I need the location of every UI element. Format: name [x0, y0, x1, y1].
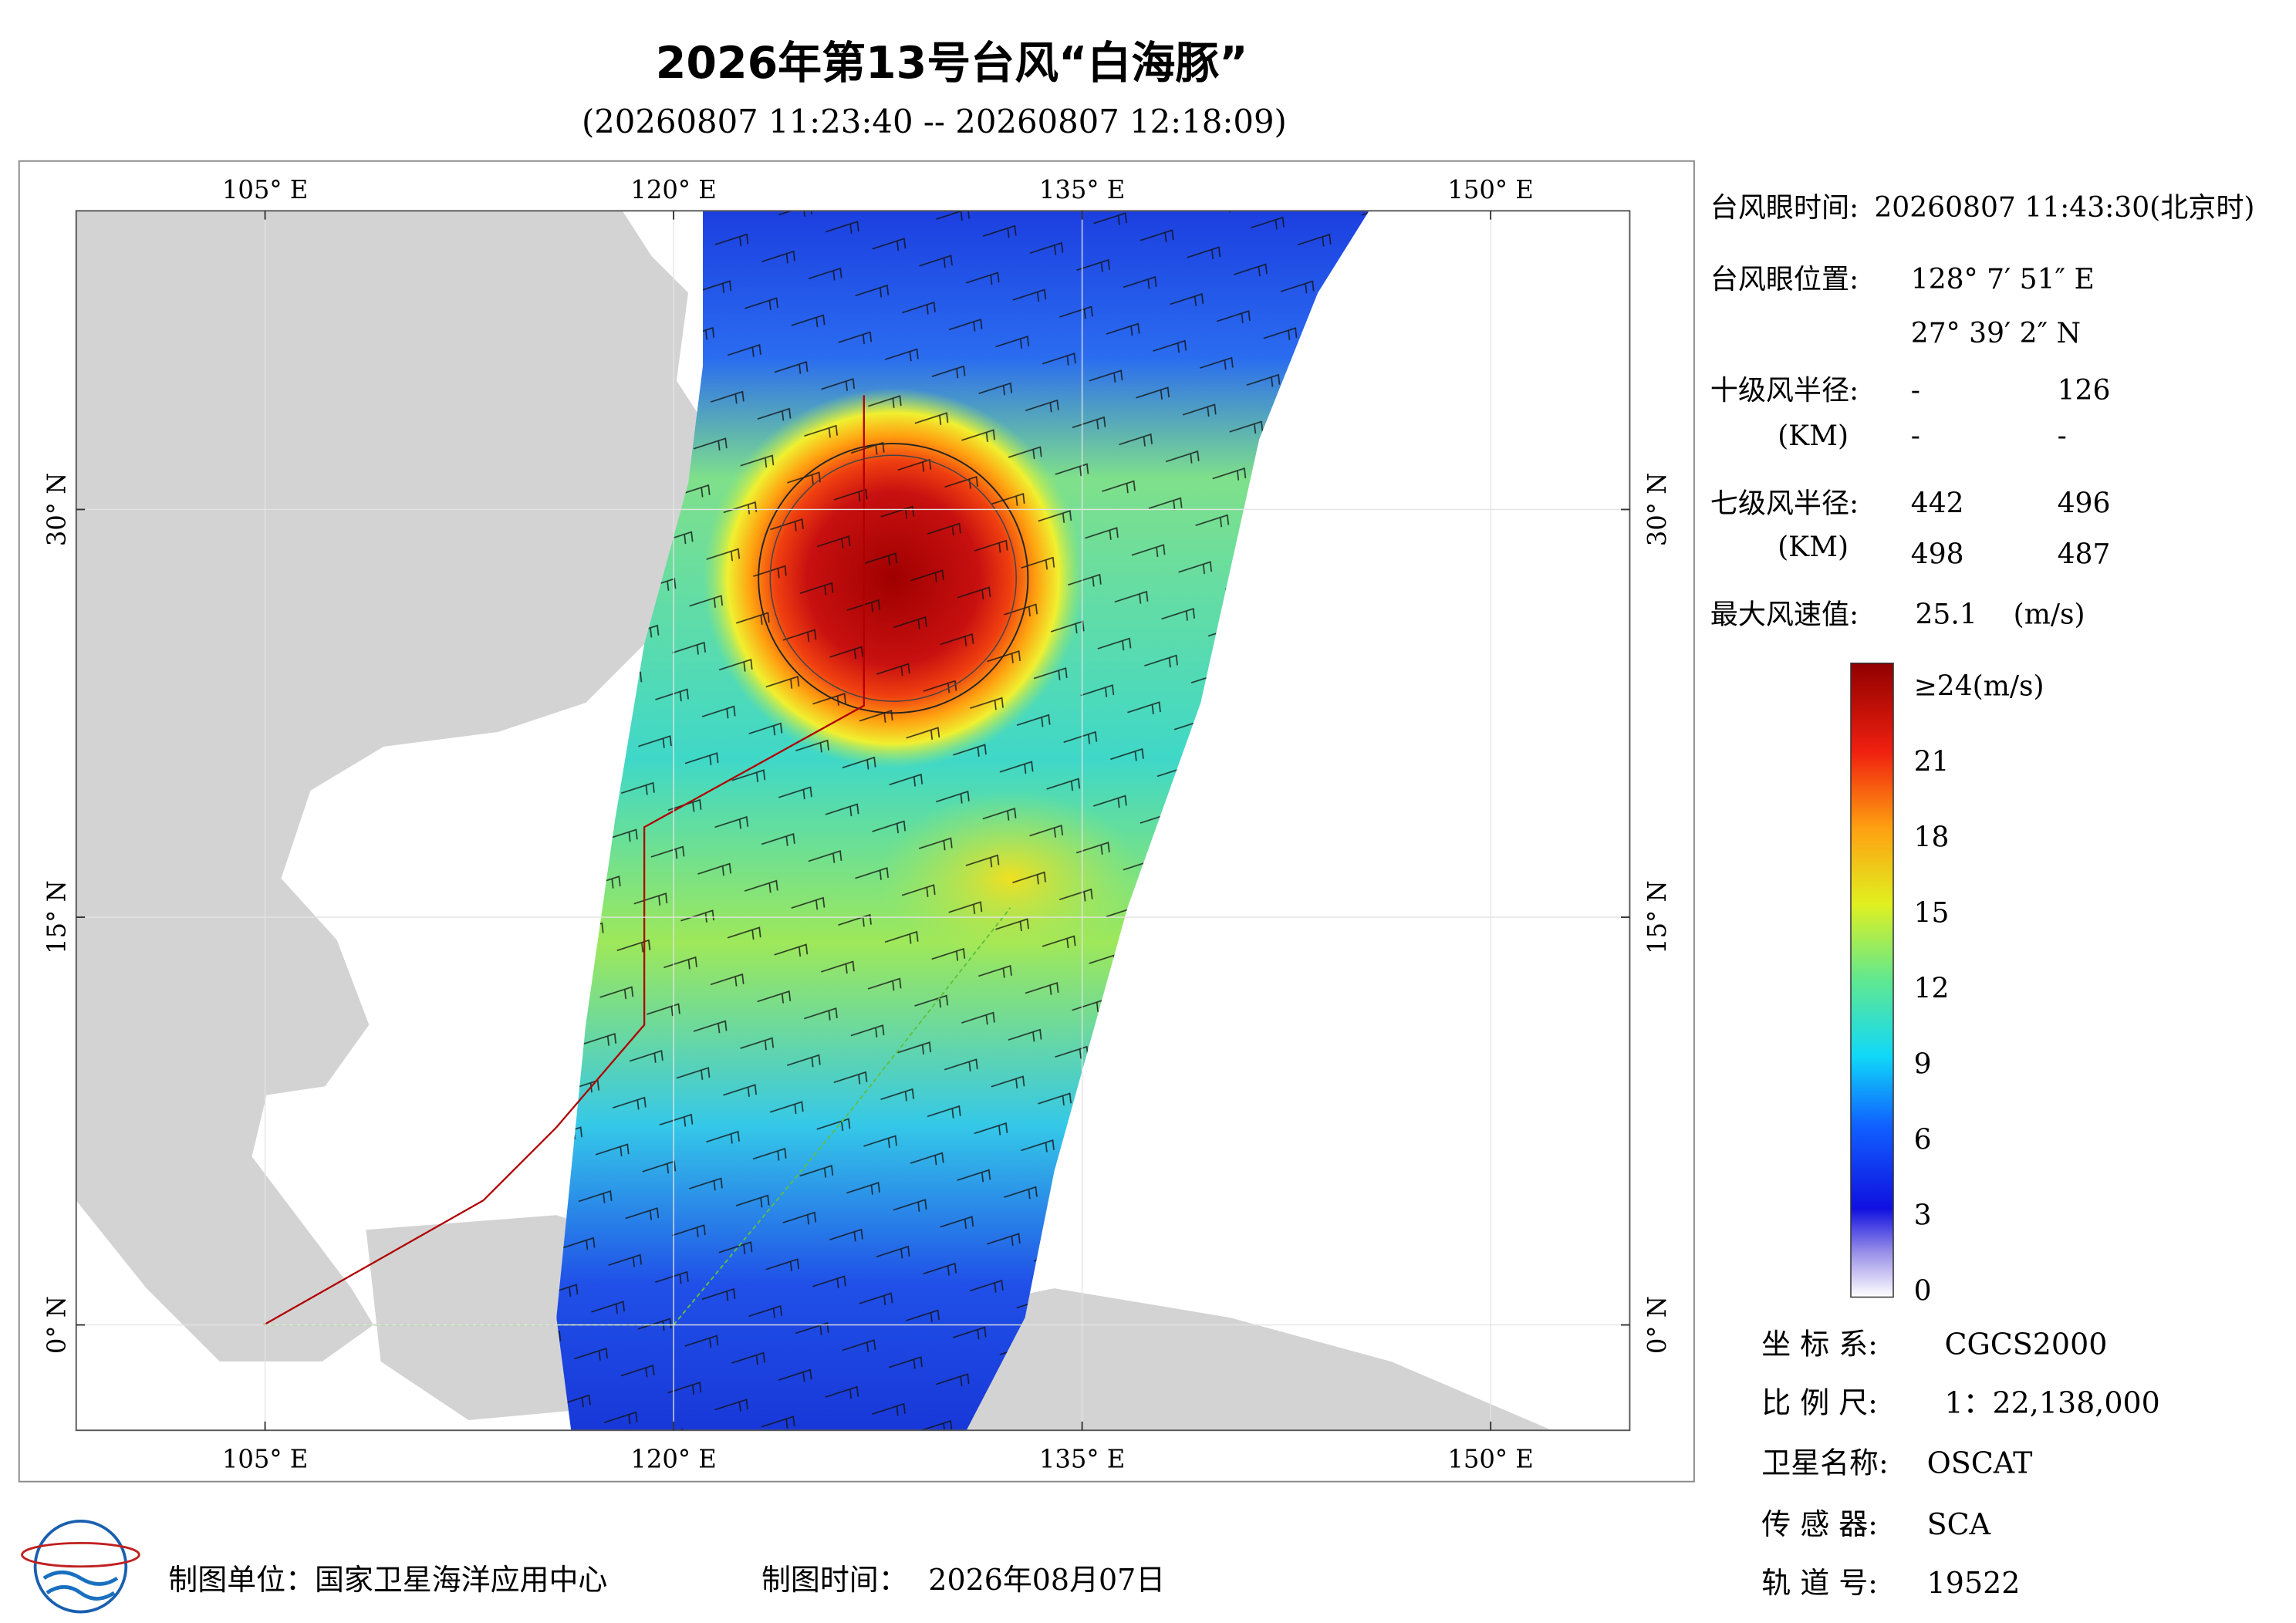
time: 2026年08月07日 [928, 1563, 1165, 1597]
lon-label: 120° E [630, 1445, 716, 1474]
colorbar-label: 0 [1914, 1274, 1932, 1307]
max-wind-unit: (m/s) [2014, 599, 2085, 631]
colorbar-label: ≥24(m/s) [1914, 670, 2044, 703]
lon-label: 150° E [1447, 175, 1533, 204]
logo [21, 1520, 140, 1614]
lon-label: 135° E [1039, 1445, 1125, 1474]
wind-radius-circle [758, 443, 1029, 714]
info-panel: 台风眼时间: 20260807 11:43:30(北京时) 台风眼位置: 128… [1710, 191, 2255, 631]
eye-time: 20260807 11:43:30(北京时) [1874, 191, 2254, 224]
lat-label: 15° N [1643, 880, 1672, 954]
km-label: (KM) [1778, 531, 1849, 563]
r10-value: - [2058, 420, 2067, 452]
map-ticks: 105° E 105° E 120° E 120° E 135° E 135° E 150°… [42, 175, 1671, 1473]
eye-pos-label: 台风眼位置: [1710, 263, 1859, 295]
time-label: 制图时间： [761, 1563, 908, 1597]
colorbar-label: 12 [1914, 972, 1950, 1004]
colorbar-label: 6 [1914, 1123, 1932, 1156]
lon-label: 150° E [1447, 1445, 1533, 1474]
r7-value: 442 [1911, 487, 1964, 519]
satellite-label: 卫星名称: [1761, 1446, 1889, 1480]
colorbar-label: 3 [1914, 1199, 1932, 1231]
map-body [76, 211, 1630, 1431]
scale: 1：22,138,000 [1944, 1385, 2159, 1419]
wind-radius-circle [769, 454, 1017, 702]
orbit-label: 轨 道 号: [1761, 1566, 1878, 1600]
producer: 制图单位：国家卫星海洋应用中心 [168, 1563, 607, 1597]
colorbar-label: 15 [1914, 896, 1950, 929]
crs: CGCS2000 [1944, 1328, 2107, 1361]
sensor: SCA [1927, 1507, 1991, 1541]
r10-label: 十级风半径: [1710, 374, 1859, 407]
scale-label: 比 例 尺: [1761, 1385, 1878, 1419]
r10-value: 126 [2058, 374, 2111, 407]
lat-label: 30° N [1643, 473, 1672, 547]
lat-label: 15° N [42, 880, 71, 954]
meta-panel: 坐 标 系: CGCS2000 比 例 尺: 1：22,138,000 卫星名称… [1761, 1328, 2160, 1600]
subtitle: (20260807 11:23:40 -- 20260807 12:18:09) [582, 103, 1287, 140]
colorbar-labels: ≥24(m/s) 21 18 15 12 9 6 3 0 [1914, 670, 2044, 1308]
km-label: (KM) [1778, 420, 1849, 452]
r7-value: 487 [2058, 538, 2111, 571]
eye-lat: 27° 39′ 2″ N [1911, 317, 2081, 349]
r7-value: 496 [2058, 487, 2111, 519]
lon-label: 135° E [1039, 175, 1125, 204]
max-wind-value: 25.1 [1915, 599, 1977, 631]
r7-value: 498 [1911, 538, 1964, 571]
footer: 制图单位：国家卫星海洋应用中心 制图时间： 2026年08月07日 [168, 1563, 1165, 1597]
lon-label: 120° E [630, 175, 716, 204]
map-border [75, 210, 1631, 1432]
satellite: OSCAT [1927, 1446, 2033, 1480]
colorbar-label: 21 [1914, 745, 1950, 778]
boundary-line [263, 395, 865, 1326]
crs-label: 坐 标 系: [1761, 1328, 1878, 1361]
graticule [76, 211, 1630, 1431]
r10-value: - [1911, 374, 1920, 407]
lon-label: 105° E [222, 175, 308, 204]
lat-label: 0° N [1643, 1296, 1672, 1354]
lon-label: 105° E [222, 1445, 308, 1474]
orbit: 19522 [1927, 1566, 2021, 1600]
lat-label: 30° N [42, 473, 71, 547]
colorbar-label: 18 [1914, 821, 1950, 853]
title: 2026年第13号台风“白海豚” [656, 38, 1248, 89]
r7-label: 七级风半径: [1710, 487, 1859, 519]
sensor-label: 传 感 器: [1761, 1507, 1878, 1541]
r10-value: - [1911, 420, 1920, 452]
lat-label: 0° N [42, 1296, 71, 1354]
colorbar [1850, 662, 1894, 1298]
eye-time-label: 台风眼时间: [1710, 191, 1859, 224]
max-wind-label: 最大风速值: [1710, 599, 1859, 631]
colorbar-label: 9 [1914, 1048, 1932, 1080]
eye-lon: 128° 7′ 51″ E [1911, 263, 2095, 295]
